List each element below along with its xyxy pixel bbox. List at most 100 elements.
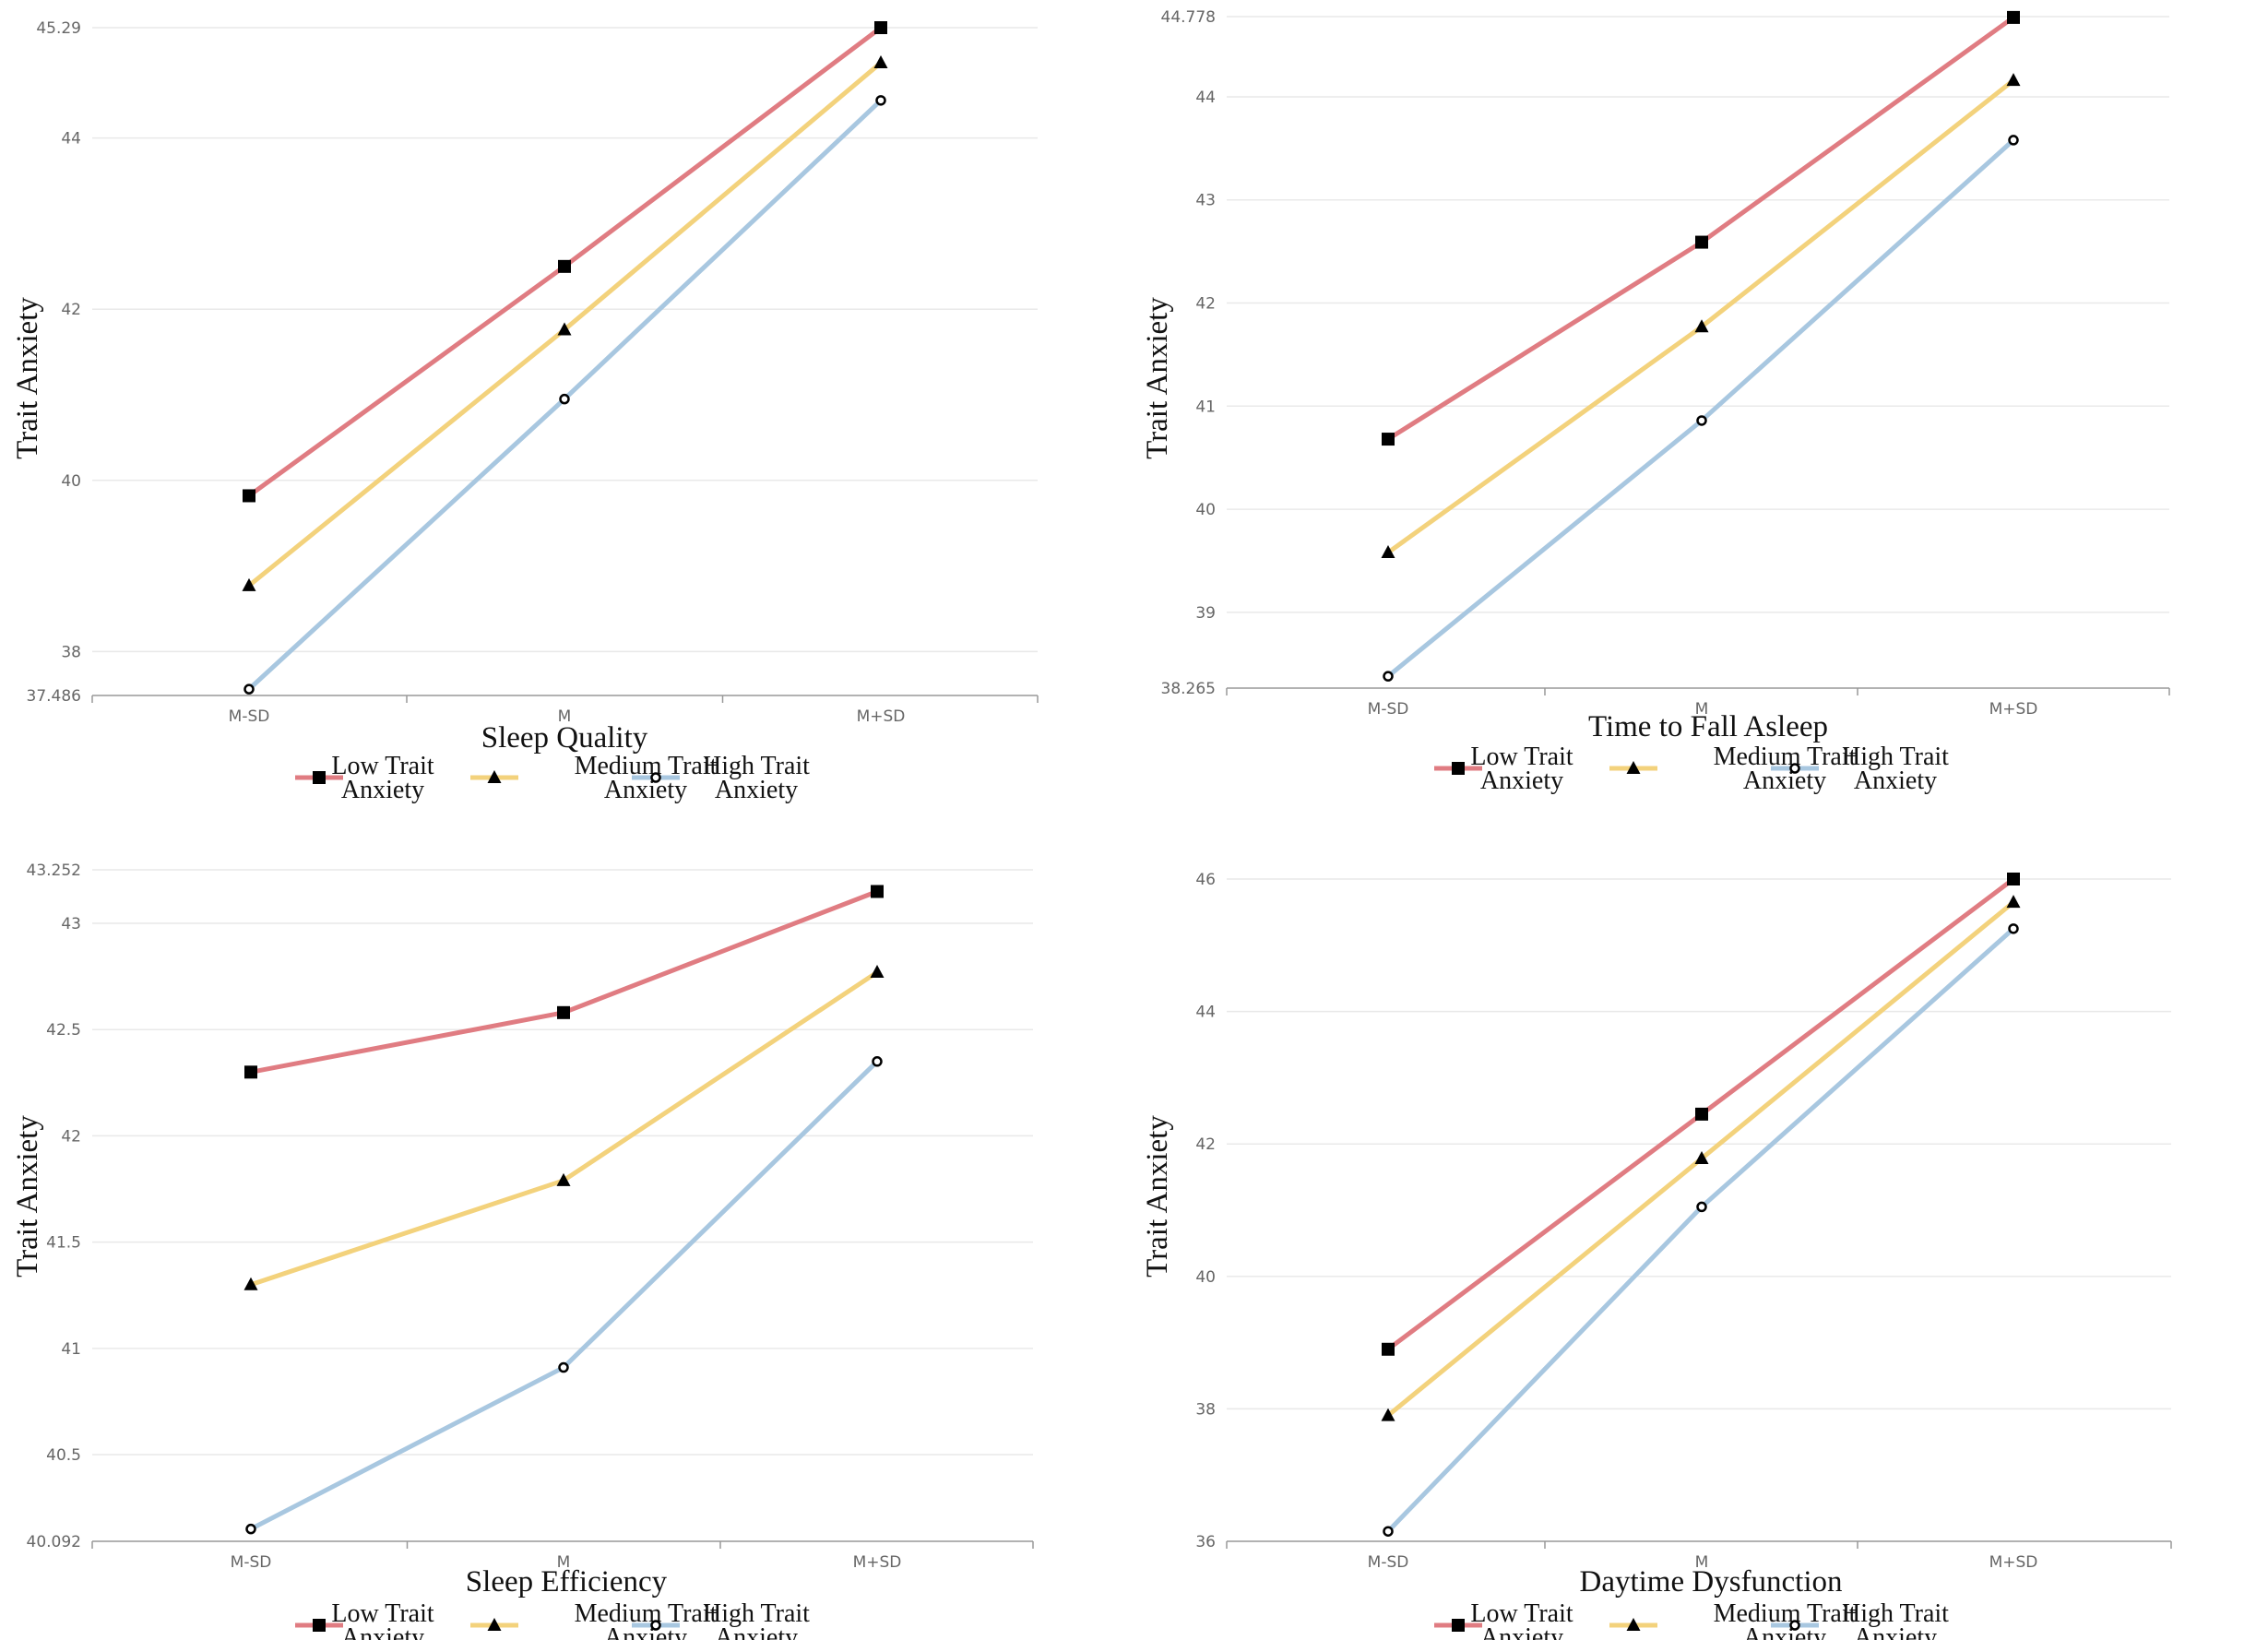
data-point-low [243,489,255,503]
y-tick-label: 44 [1195,1004,1216,1022]
legend-label-line2: Anxiety [1854,767,1937,795]
x-tick-label: M+SD [853,1553,902,1572]
data-point-high [872,1056,883,1067]
data-point-medium [1381,1408,1395,1421]
x-tick-label: M+SD [1989,1553,2038,1572]
legend-label-line2: Anxiety [715,776,798,804]
legend-marker-low [313,771,326,784]
y-tick-label: 40.5 [46,1446,81,1465]
y-tick-label: 43 [1195,192,1216,210]
legend-marker-high [1789,763,1800,774]
y-tick-label: 40.092 [27,1533,81,1551]
legend-marker-medium [487,1618,502,1631]
y-tick-label: 41.5 [46,1234,81,1253]
legend-marker-medium [1626,761,1641,774]
data-point-high [875,95,886,106]
y-axis-label: Trait Anxiety [1141,1115,1174,1278]
legend-label-line2: Anxiety [341,776,424,804]
y-tick-label: 42.5 [46,1021,81,1040]
x-tick-label: M [558,707,572,726]
data-point-low [558,259,571,273]
y-axis-label: Trait Anxiety [1141,297,1174,459]
y-tick-label: 40 [61,472,81,491]
data-point-low [1382,433,1395,446]
legend-label-line1: High Trait [703,1599,810,1628]
x-tick-label: M-SD [1368,700,1409,719]
legend-label-line1: Low Trait [1470,743,1573,771]
legend-marker-low [313,1619,326,1632]
legend-marker-low [1452,762,1465,775]
data-point-medium [1694,319,1709,333]
data-point-high [245,1523,256,1535]
legend-label-line2: Anxiety [1854,1623,1937,1640]
series-line-high [249,1060,879,1531]
x-tick-label: M-SD [229,707,270,726]
data-point-low [2007,10,2020,24]
x-tick-label: M-SD [231,1553,272,1572]
y-tick-label: 39 [1195,604,1216,623]
y-tick-label: 44.778 [1161,8,1216,27]
data-point-low [244,1065,257,1079]
legend-marker-medium [1626,1618,1641,1631]
data-point-medium [1694,1150,1709,1164]
legend-label-line1: Low Trait [331,752,433,780]
x-axis-title: Daytime Dysfunction [1579,1565,1842,1598]
y-tick-label: 44 [1195,89,1216,107]
legend-marker-high [650,772,661,783]
x-tick-label: M+SD [1989,700,2038,719]
data-point-medium [2006,895,2021,909]
y-tick-label: 45.29 [36,19,81,38]
data-point-medium [556,1172,571,1186]
legend-marker-medium [487,770,502,783]
y-tick-label: 42 [1195,1135,1216,1154]
y-tick-label: 43.252 [27,862,81,880]
data-point-high [1383,671,1394,682]
data-point-medium [557,322,572,336]
x-tick-label: M+SD [857,707,906,726]
legend-label-line2: Anxiety [604,776,687,804]
chart-panel-3: 43.252 43 42.5 42 41.5 41 40.5 40.092 M-SD M M+SD T… [11,862,1034,1640]
legend-label-line2: Anxiety [715,1623,798,1640]
data-point-low [874,21,887,34]
legend-label-line2: Anxiety [341,1623,424,1640]
y-tick-label: 42 [61,301,81,319]
data-point-high [1696,415,1707,426]
chart-panel-1: 45.29 44 42 40 38 37.486 M-SD M M+SD Trait Anxiet… [11,19,1039,804]
data-point-low [2007,873,2020,885]
data-point-low [1695,1107,1708,1121]
legend-label-line1: Low Trait [1470,1599,1573,1628]
y-tick-label: 42 [1195,295,1216,314]
data-point-high [1383,1526,1394,1537]
data-point-medium [242,577,256,591]
series-line-high [1386,926,2015,1533]
y-tick-label: 38 [61,643,81,661]
y-tick-label: 36 [1195,1533,1216,1551]
series-line-medium [1386,78,2015,555]
data-point-low [1695,235,1708,249]
data-point-high [2008,135,2019,146]
data-point-medium [870,965,885,979]
y-tick-label: 44 [61,130,81,149]
x-tick-label: M [557,1553,571,1572]
y-tick-label: 43 [61,915,81,933]
x-axis-title: Sleep Efficiency [466,1565,668,1598]
legend-marker-low [1452,1619,1465,1632]
legend-marker-high [650,1620,661,1631]
data-point-medium [243,1277,258,1290]
y-tick-label: 38.265 [1161,680,1216,698]
data-point-low [1382,1342,1395,1356]
data-point-low [871,885,884,898]
y-axis-label: Trait Anxiety [11,1115,44,1278]
series-line-low [1386,15,2015,442]
data-point-medium [873,55,888,69]
y-tick-label: 38 [1195,1400,1216,1419]
legend-label-line2: Anxiety [1480,767,1563,795]
data-point-high [2008,923,2019,934]
legend-label-line1: High Trait [1842,1599,1949,1628]
chart-panel-2: 44.778 44 43 42 41 40 39 38.265 M-SD M M+SD Trait A… [1141,8,2170,795]
legend-label-line1: High Trait [1842,743,1949,771]
x-axis-title: Time to Fall Asleep [1588,710,1828,743]
